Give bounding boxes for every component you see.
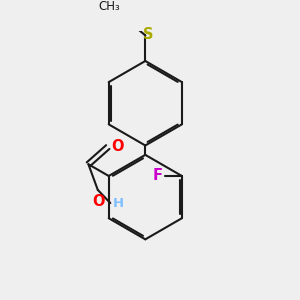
Text: H: H (113, 196, 124, 209)
Text: O: O (111, 139, 123, 154)
Text: F: F (152, 169, 162, 184)
Text: S: S (143, 27, 153, 42)
Text: CH₃: CH₃ (98, 0, 120, 14)
Text: O: O (92, 194, 105, 209)
